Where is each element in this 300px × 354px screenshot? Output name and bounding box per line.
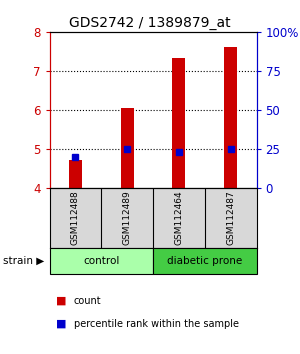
Text: GSM112464: GSM112464	[174, 191, 183, 245]
Text: strain ▶: strain ▶	[3, 256, 44, 266]
Text: GSM112488: GSM112488	[71, 191, 80, 245]
Bar	[121, 108, 134, 188]
Text: ■: ■	[56, 319, 66, 329]
Bar	[172, 58, 185, 188]
Text: diabetic prone: diabetic prone	[167, 256, 242, 266]
Text: GDS2742 / 1389879_at: GDS2742 / 1389879_at	[69, 16, 231, 30]
Bar	[224, 47, 237, 188]
Text: count: count	[74, 296, 101, 306]
Bar	[69, 160, 82, 188]
Text: control: control	[83, 256, 119, 266]
Text: GSM112487: GSM112487	[226, 191, 235, 245]
Bar	[153, 248, 256, 274]
Bar	[50, 248, 153, 274]
Text: GSM112489: GSM112489	[123, 191, 132, 245]
Text: ■: ■	[56, 296, 66, 306]
Text: percentile rank within the sample: percentile rank within the sample	[74, 319, 238, 329]
